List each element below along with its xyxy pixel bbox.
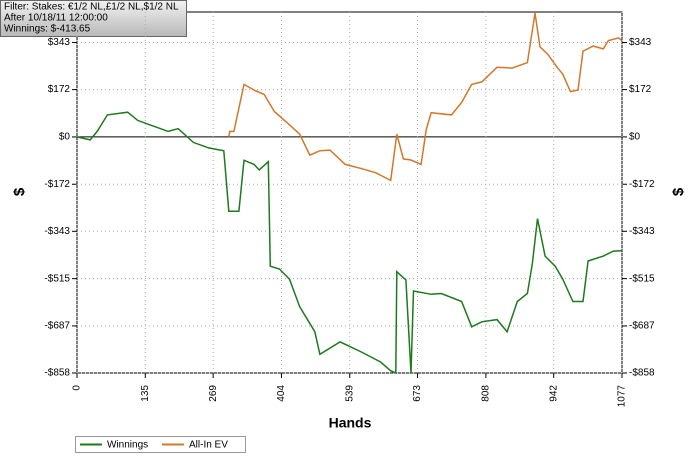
y2-tick-label: $343 <box>629 37 652 48</box>
y-tick-label: -$515 <box>44 273 70 284</box>
legend <box>75 436 246 453</box>
y-axis-label: $ <box>11 187 28 196</box>
info-text: After 10/18/11 12:00:00 <box>4 13 108 24</box>
info-text: Filter: Stakes: €1/2 NL,£1/2 NL,$1/2 NL <box>4 2 179 13</box>
line-series <box>228 12 623 182</box>
y2-tick-label: -$687 <box>629 321 655 332</box>
info-text: Winnings: $-413.65 <box>4 24 91 35</box>
x-tick-label: 539 <box>344 385 355 402</box>
y-tick-label: -$858 <box>44 368 70 379</box>
x-tick-label: 135 <box>140 385 151 402</box>
x-tick-label: 942 <box>548 385 559 402</box>
x-tick-label: 0 <box>72 385 83 391</box>
y2-tick-label: -$515 <box>629 273 655 284</box>
y-tick-label: $0 <box>59 132 71 143</box>
x-axis-label: Hands <box>329 415 372 431</box>
y-tick-label: -$172 <box>44 179 70 190</box>
x-tick-label: 404 <box>276 385 287 402</box>
y2-axis-label: $ <box>670 187 687 196</box>
y-tick-label: $343 <box>48 37 71 48</box>
info-box <box>0 0 187 37</box>
x-tick-label: 808 <box>481 385 492 402</box>
y-tick-label: -$687 <box>44 321 70 332</box>
line-series <box>76 111 623 375</box>
y2-tick-label: -$343 <box>629 226 655 237</box>
legend-label: All-In EV <box>189 440 228 451</box>
y2-tick-label: $172 <box>629 84 652 95</box>
x-tick-label: 269 <box>208 385 219 402</box>
y2-tick-label: -$858 <box>629 368 655 379</box>
legend-label: Winnings <box>107 440 148 451</box>
x-tick-label: 673 <box>412 385 423 402</box>
y-tick-label: -$343 <box>44 226 70 237</box>
y2-tick-label: $0 <box>629 132 641 143</box>
x-tick-label: 1077 <box>617 385 628 408</box>
y-tick-label: $172 <box>48 84 71 95</box>
y2-tick-label: -$172 <box>629 179 655 190</box>
